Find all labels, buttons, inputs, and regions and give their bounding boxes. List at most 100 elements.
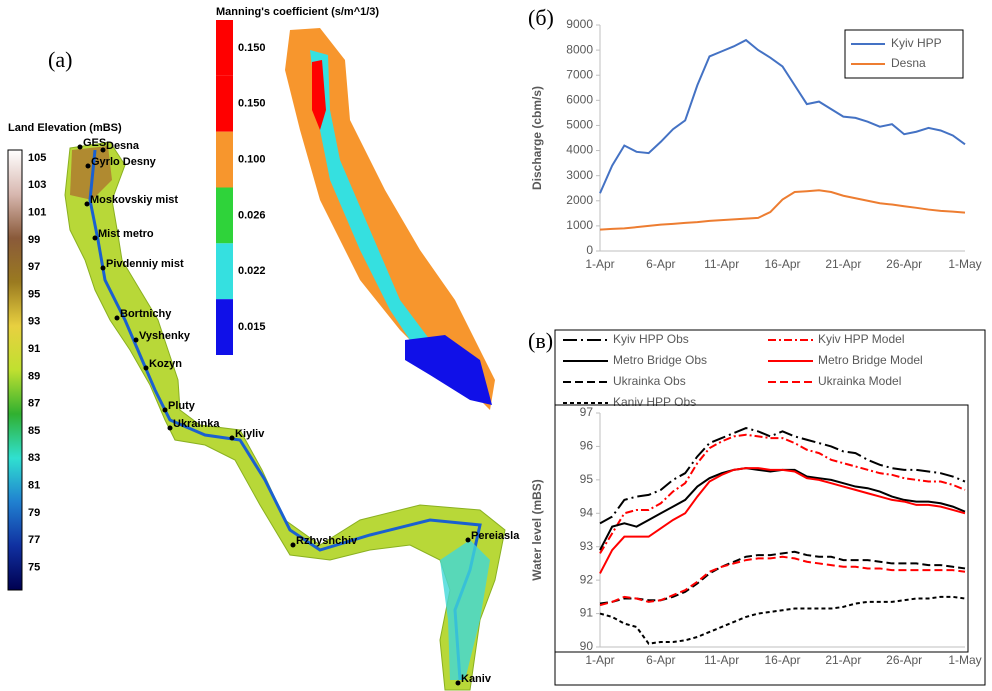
place-marker [465,537,471,543]
panel-label: (в) [528,328,553,353]
legend-box [844,29,964,79]
legend-tick-label: 89 [28,370,40,382]
place-label: Pereiasla [471,530,520,542]
x-tick-label: 1-May [948,257,981,271]
legend-tick-label: 0.150 [238,98,266,110]
legend-tick-label: 105 [28,152,46,164]
legend-label: Ukrainka Model [818,374,901,388]
place-label: Kiyliv [235,428,265,440]
y-tick-label: 95 [580,472,594,486]
y-axis-label: Discharge (cbm/s) [530,86,544,190]
y-tick-label: 2000 [566,193,593,207]
legend-tick-label: 77 [28,534,40,546]
place-marker [84,201,90,207]
manning-map: Manning's coefficient (s/m^1/3) 0.150 0.1… [216,6,495,410]
x-tick-label: 11-Apr [704,653,739,667]
place-label: Pivdenniy mist [106,258,184,270]
colorbar-segment [216,131,233,188]
place-label: Vyshenky [139,330,191,342]
legend-label: Kyiv HPP [891,36,942,50]
place-marker [162,407,168,413]
legend-tick-label: 93 [28,316,40,328]
elevation-map: Land Elevation (mBS) 105 103 101 99 97 95 93 91… [7,122,520,691]
legend-tick-label: 103 [28,179,46,191]
colorbar-segment [216,187,233,244]
legend-label: Kyiv HPP Obs [613,332,689,346]
place-label: Kozyn [149,358,182,370]
x-tick-label: 1-Apr [585,257,614,271]
place-marker [143,365,149,371]
series-line [599,467,966,551]
x-tick-label: 21-Apr [825,257,861,271]
y-tick-label: 4000 [566,143,593,157]
place-marker [100,265,106,271]
y-tick-label: 94 [580,505,594,519]
land-area [285,28,495,410]
legend-title: Land Elevation (mBS) [8,122,122,134]
x-tick-label: 11-Apr [704,257,739,271]
place-marker [167,425,173,431]
channel [405,335,492,405]
legend-tick-label: 0.026 [238,209,266,221]
place-label: Mist metro [98,228,154,240]
legend-tick-label: 95 [28,288,40,300]
x-tick-label: 16-Apr [764,653,800,667]
place-label: Desna [106,140,140,152]
panel-label: (a) [48,47,72,72]
place-label: Gyrlo Desny [91,156,157,168]
legend-tick-label: 0.100 [238,153,266,165]
y-tick-label: 8000 [566,42,593,56]
legend-tick-label: 101 [28,207,46,219]
colorbar-segment [216,243,233,300]
series-line [599,550,966,605]
x-tick-label: 6-Apr [646,257,675,271]
land-area [64,141,506,691]
place-label: Moskovskiy mist [90,194,178,206]
legend-label: Metro Bridge Obs [613,353,707,367]
place-marker [114,315,120,321]
place-marker [290,542,296,548]
y-tick-label: 90 [580,639,594,653]
place-label: Rzhyshchiv [296,535,358,547]
x-tick-label: 1-Apr [585,653,614,667]
y-tick-label: 97 [580,405,594,419]
y-tick-label: 1000 [566,218,593,232]
y-tick-label: 7000 [566,67,593,81]
series-line [599,555,966,607]
x-tick-label: 21-Apr [825,653,861,667]
land-area [70,146,112,200]
colorbar [7,149,23,591]
legend-tick-label: 81 [28,480,40,492]
place-label: GES [83,137,106,149]
place-marker [100,147,106,153]
plot-frame [554,404,969,653]
series-line [599,426,966,525]
legend-title: Manning's coefficient (s/m^1/3) [216,6,379,18]
legend-tick-label: 0.150 [238,42,266,54]
colorbar-segment [216,299,233,355]
x-tick-label: 16-Apr [764,257,800,271]
legend-tick-label: 91 [28,343,40,355]
place-marker [229,435,235,441]
legend-tick-label: 99 [28,234,40,246]
place-label: Bortnichy [120,308,172,320]
y-tick-label: 6000 [566,93,593,107]
place-marker [92,235,98,241]
y-tick-label: 5000 [566,118,593,132]
series-line [599,433,966,554]
channel [312,60,326,130]
legend-label: Desna [891,56,926,70]
y-tick-label: 3000 [566,168,593,182]
place-label: Pluty [168,400,196,412]
y-tick-label: 93 [580,539,594,553]
legend-tick-label: 85 [28,425,40,437]
place-marker [133,337,139,343]
x-tick-label: 6-Apr [646,653,675,667]
series-line [599,595,966,645]
legend-label: Metro Bridge Model [818,353,923,367]
legend-label: Kyiv HPP Model [818,332,904,346]
legend-tick-label: 0.022 [238,265,266,277]
legend-tick-label: 97 [28,261,40,273]
y-tick-label: 9000 [566,17,593,31]
